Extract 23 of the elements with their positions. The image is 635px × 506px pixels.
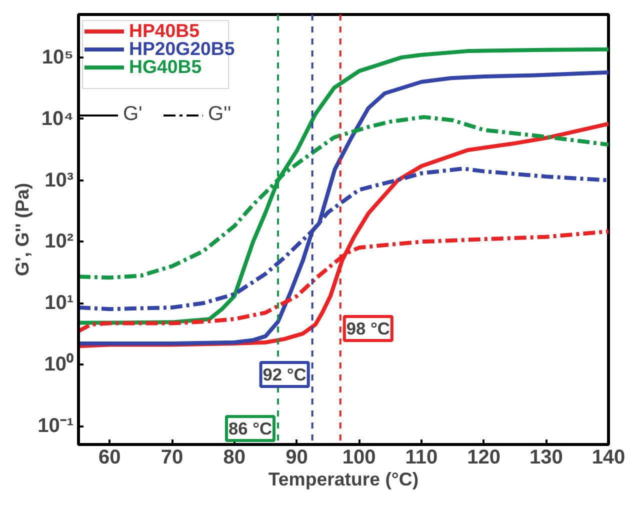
annotation: G' [123,103,143,126]
y-axis-title: G', G'' (Pa) [12,182,33,276]
ref-line-label: 86 °C [228,418,273,438]
x-tick-label: 140 [592,446,626,468]
x-tick-label: 110 [405,446,438,468]
y-tick-label: 10⁻¹ [38,415,74,438]
ref-line-label: 98 °C [346,318,390,338]
y-tick-label: 10⁴ [41,108,74,130]
x-axis-title: Temperature (°C) [268,468,419,490]
ref-line-label: 92 °C [262,364,307,384]
x-tick-label: 70 [160,446,184,468]
x-tick-label: 80 [223,446,246,468]
y-tick-label: 10⁵ [42,46,74,68]
x-tick-label: 60 [98,446,121,468]
x-tick-label: 120 [467,446,500,468]
y-tick-label: 10¹ [44,292,74,314]
y-tick-label: 10⁰ [44,352,74,376]
annotation: G'' [208,103,232,126]
x-tick-label: 130 [529,446,563,468]
x-tick-label: 100 [342,446,376,468]
x-tick-label: 90 [286,446,308,468]
y-tick-label: 10² [44,230,74,253]
y-tick-label: 10³ [44,169,74,192]
